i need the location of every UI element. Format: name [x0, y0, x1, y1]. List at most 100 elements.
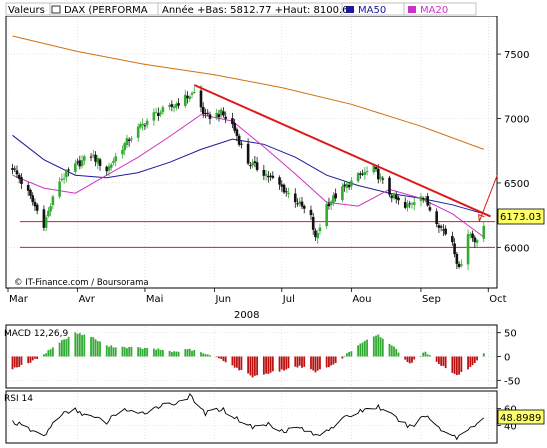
candle-down [249, 165, 252, 167]
candle-down [17, 174, 21, 179]
price-series [11, 35, 498, 271]
candle-down [26, 185, 30, 191]
candle-down [442, 229, 445, 231]
macd-tick-label: 0 [504, 353, 510, 364]
header-name-label: Valeurs [8, 5, 45, 16]
month-tick-label: Aou [352, 294, 371, 305]
last-value-badge-bg [497, 208, 545, 225]
macd-bar [74, 332, 77, 357]
candle-down [33, 202, 37, 207]
macd-bar [184, 349, 187, 357]
macd-bar [200, 352, 202, 357]
candle-down [311, 216, 315, 230]
candle-up [363, 172, 367, 176]
macd-bar [330, 356, 333, 366]
macd-bar [27, 356, 30, 364]
macd-bar [157, 348, 160, 357]
macd-bar [31, 356, 34, 361]
candle-up [298, 201, 302, 204]
candle-up [475, 240, 479, 243]
macd-bar [161, 349, 164, 357]
candle-down [246, 143, 250, 164]
macd-bar [220, 356, 223, 359]
macd-bar [45, 353, 48, 357]
macd-bar [267, 356, 270, 374]
macd-title: MACD 12,26,9 [4, 329, 68, 339]
macd-bar [287, 356, 290, 369]
candle-up [329, 201, 333, 205]
chart-header: Valeurs DAX (PERFORMA Année +Bas: 5812.7… [0, 0, 547, 16]
annotation-arrow [478, 175, 498, 222]
rsi-last-value: 48.8989 [500, 413, 541, 424]
candle-down [397, 197, 400, 201]
candle-down [444, 228, 447, 235]
macd-bar [469, 356, 472, 367]
candle-up [114, 156, 118, 162]
candle-up [121, 149, 124, 155]
legend-ma20: MA20 [420, 5, 448, 16]
month-tick-label: Jun [214, 294, 231, 305]
candle-up [318, 227, 322, 232]
macd-bar [467, 356, 469, 370]
candle-down [359, 173, 362, 175]
macd-bar [413, 356, 416, 360]
rsi-tick-label: 40 [504, 422, 517, 433]
macd-bar [345, 353, 348, 357]
price-panel [5, 15, 498, 289]
candle-down [98, 159, 102, 166]
candle-down [42, 209, 46, 228]
candle-up [58, 181, 61, 197]
macd-bar [363, 340, 366, 357]
candle-up [154, 111, 158, 113]
macd-bar [269, 356, 272, 373]
macd-bar [139, 347, 142, 357]
candle-up [365, 171, 369, 173]
macd-bar [126, 348, 128, 357]
macd-bar [177, 351, 180, 357]
macd-bar [233, 356, 236, 368]
macd-bar [296, 356, 299, 368]
macd-bar [471, 356, 474, 366]
candle-down [222, 111, 225, 116]
macd-bar [130, 346, 133, 357]
candle-down [421, 197, 425, 199]
macd-bar [105, 345, 108, 357]
macd-bar [90, 336, 92, 357]
macd-bar [377, 334, 380, 357]
macd-bar [231, 356, 234, 366]
candle-down [403, 202, 407, 208]
macd-bar [442, 356, 445, 366]
candle-up [192, 91, 196, 93]
macd-y-ticks: 50 0 -50 [497, 329, 520, 387]
macd-bar [173, 351, 175, 357]
macd-bar [435, 356, 438, 362]
macd-bar [397, 352, 400, 357]
macd-bar [460, 356, 463, 372]
candle-up [159, 112, 162, 115]
candle-down [186, 95, 189, 99]
candle-down [89, 156, 93, 158]
macd-bar [350, 351, 353, 357]
candle-up [482, 225, 486, 239]
macd-bar [146, 347, 149, 357]
candle-up [345, 183, 349, 189]
resistance-trendline [193, 84, 491, 218]
macd-bar [453, 356, 456, 374]
price-y-ticks: 6000 6500 7000 7500 [497, 50, 529, 254]
y-tick-label: 7500 [504, 50, 529, 61]
macd-bar [294, 356, 297, 367]
macd-bar [334, 356, 337, 363]
candle-down [361, 173, 364, 175]
macd-bar [455, 356, 458, 376]
candle-up [109, 164, 113, 168]
source-credit: © IT-Finance.com / Boursorama [14, 278, 149, 288]
macd-bar [175, 351, 178, 357]
candle-down [127, 139, 131, 142]
candle-up [466, 234, 470, 265]
macd-bar [108, 346, 110, 357]
candle-up [172, 106, 176, 108]
macd-bar [357, 345, 360, 357]
candle-up [356, 173, 360, 182]
macd-bar [51, 347, 54, 357]
